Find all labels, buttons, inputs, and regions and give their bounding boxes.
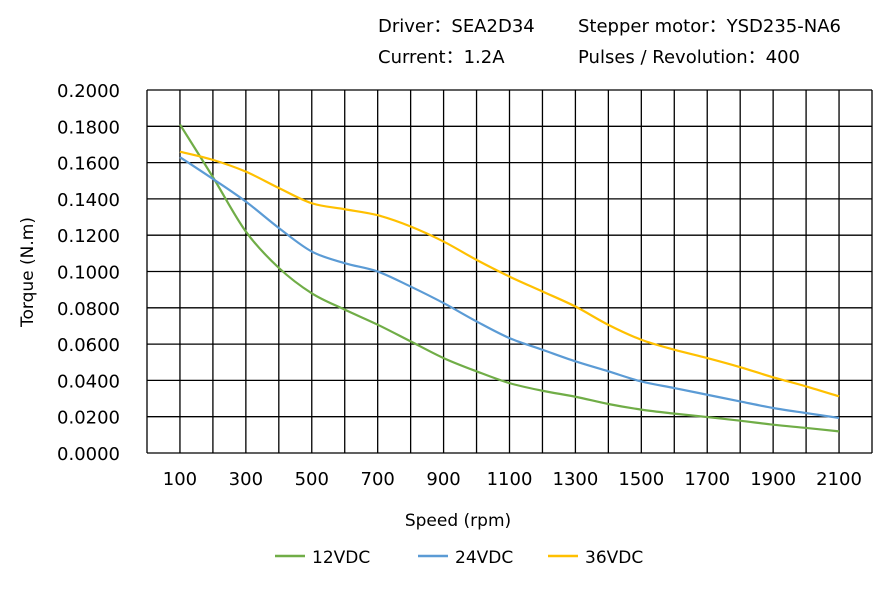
- motor-label: Stepper motor：YSD235-NA6: [578, 16, 841, 37]
- x-tick-labels: 100 300 500 700 900 1100 1300 1500 1700 1900 2100: [163, 469, 862, 490]
- y-tick-label: 0.0000: [57, 444, 120, 465]
- series-line-12VDC: [179, 123, 840, 433]
- y-tick-label: 0.1800: [57, 117, 120, 138]
- x-tick-label: 500: [295, 469, 329, 490]
- x-tick-label: 100: [163, 469, 197, 490]
- y-tick-label: 0.0600: [57, 335, 120, 356]
- current-label: Current：1.2A: [378, 47, 505, 68]
- x-tick-label: 1300: [553, 469, 599, 490]
- x-tick-label: 2100: [816, 469, 862, 490]
- legend-label: 12VDC: [312, 548, 370, 568]
- y-tick-label: 0.0800: [57, 299, 120, 320]
- y-tick-label: 0.1000: [57, 263, 120, 284]
- x-tick-label: 1100: [487, 469, 533, 490]
- x-axis-label: Speed (rpm): [405, 511, 511, 531]
- legend-label: 36VDC: [585, 548, 643, 568]
- x-tick-label: 1700: [684, 469, 730, 490]
- y-tick-label: 0.1600: [57, 154, 120, 175]
- y-tick-label: 0.0200: [57, 408, 120, 429]
- y-tick-label: 0.2000: [57, 81, 120, 102]
- series-line-36VDC: [179, 150, 840, 398]
- legend-label: 24VDC: [455, 548, 513, 568]
- y-axis-label: Torque (N.m): [18, 217, 38, 328]
- pulses-label: Pulses / Revolution：400: [578, 47, 800, 68]
- x-tick-label: 900: [426, 469, 460, 490]
- legend: 12VDC 24VDC 36VDC: [275, 548, 643, 568]
- y-tick-label: 0.1400: [57, 190, 120, 211]
- series-line-24VDC: [179, 156, 840, 420]
- x-tick-label: 300: [229, 469, 263, 490]
- x-tick-label: 1500: [618, 469, 664, 490]
- x-tick-label: 700: [361, 469, 395, 490]
- x-tick-label: 1900: [750, 469, 796, 490]
- series-lines: [179, 123, 840, 433]
- y-tick-label: 0.1200: [57, 226, 120, 247]
- grid: [146, 89, 873, 454]
- y-tick-label: 0.0400: [57, 371, 120, 392]
- y-tick-labels: 0.0000 0.0200 0.0400 0.0600 0.0800 0.1000 0.12…: [57, 81, 120, 465]
- driver-label: Driver：SEA2D34: [378, 16, 535, 37]
